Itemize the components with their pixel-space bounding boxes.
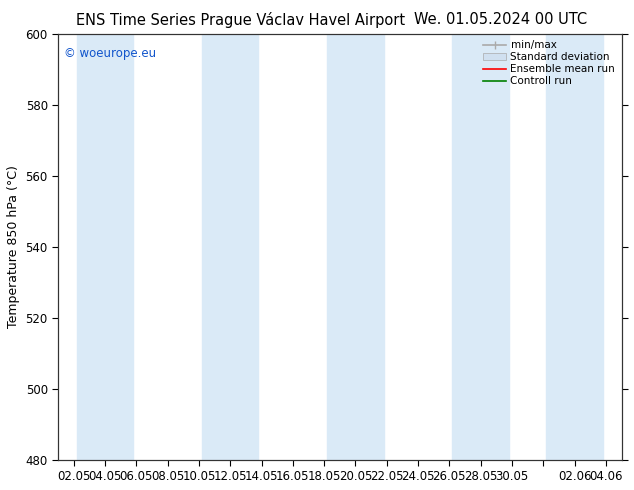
- Text: © woeurope.eu: © woeurope.eu: [64, 47, 156, 60]
- Bar: [77, 34, 133, 460]
- Bar: [327, 34, 384, 460]
- Bar: [202, 34, 259, 460]
- Text: We. 01.05.2024 00 UTC: We. 01.05.2024 00 UTC: [414, 12, 588, 27]
- Bar: [547, 34, 603, 460]
- Bar: [453, 34, 509, 460]
- Legend: min/max, Standard deviation, Ensemble mean run, Controll run: min/max, Standard deviation, Ensemble me…: [479, 36, 619, 91]
- Y-axis label: Temperature 850 hPa (°C): Temperature 850 hPa (°C): [7, 166, 20, 328]
- Text: ENS Time Series Prague Václav Havel Airport: ENS Time Series Prague Václav Havel Airp…: [76, 12, 406, 28]
